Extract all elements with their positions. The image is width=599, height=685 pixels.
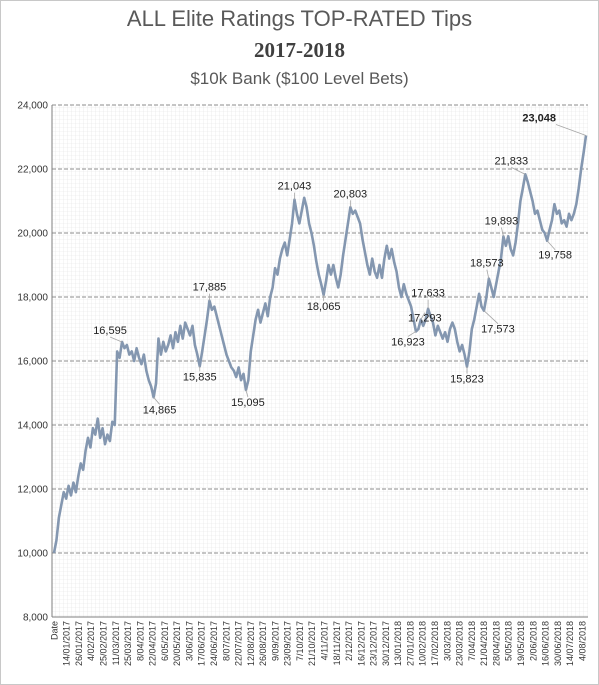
annotation-leader xyxy=(245,389,249,398)
annotation-label: 17,293 xyxy=(408,313,442,325)
annotation-leader xyxy=(546,240,556,251)
annotation-leader xyxy=(407,331,417,337)
x-tick-label: 8/04/2017 xyxy=(135,621,145,661)
x-tick-label: 7/10/2017 xyxy=(295,621,305,661)
x-tick-label: 12/08/2017 xyxy=(246,621,256,666)
annotation-label: 18,573 xyxy=(470,258,504,270)
x-tick-label: 19/05/2018 xyxy=(516,621,526,666)
annotation-label: 19,893 xyxy=(485,215,519,227)
x-tick-label: 9/09/2017 xyxy=(270,621,280,661)
annotation-leader xyxy=(486,269,490,279)
x-axis: Date 14/01/2017 26/01/2017 4/02/2017 25/02/2… xyxy=(49,621,587,666)
x-tick-label: 11/03/2017 xyxy=(111,621,121,665)
x-tick-label: 28/04/2018 xyxy=(491,621,501,666)
y-tick-label: 16,000 xyxy=(17,357,48,368)
y-tick-label: 24,000 xyxy=(17,101,48,112)
annotation-leader xyxy=(153,397,160,405)
x-tick-label: 16/06/2018 xyxy=(541,621,551,666)
x-tick-label: 24/06/2017 xyxy=(209,621,219,666)
x-tick-label: 21/10/2017 xyxy=(307,621,317,666)
x-tick-label: 26/08/2017 xyxy=(258,621,268,666)
x-tick-label: 30/06/2018 xyxy=(553,621,563,666)
x-tick-label: 30/12/2017 xyxy=(381,621,391,666)
x-tick-label: 20/05/2017 xyxy=(172,621,182,666)
y-tick-label: 10,000 xyxy=(17,549,48,560)
x-tick-label: 2/06/2018 xyxy=(528,621,538,661)
y-axis: 8,000 10,000 12,000 14,000 16,000 18,000 20,00… xyxy=(17,101,588,624)
x-tick-label: 25/02/2017 xyxy=(98,621,108,666)
annotation-label: 15,823 xyxy=(450,374,484,386)
x-tick-label: 4/08/2018 xyxy=(577,621,587,661)
x-tick-label: 2/12/2017 xyxy=(344,621,354,661)
annotation-leader xyxy=(555,124,587,136)
x-tick-label: 14/07/2018 xyxy=(565,621,575,666)
annotation-leader xyxy=(511,166,526,175)
y-tick-label: 22,000 xyxy=(17,165,48,176)
annotation-label: 23,048 xyxy=(522,112,556,124)
y-tick-label: 14,000 xyxy=(17,421,48,432)
x-tick-label: 4/11/2017 xyxy=(320,621,330,660)
x-tick-label: 7/04/2018 xyxy=(467,621,477,661)
x-tick-label: 14/01/2017 xyxy=(62,621,72,666)
x-tick-label: 10/02/2018 xyxy=(418,621,428,666)
x-tick-label: 13/01/2018 xyxy=(393,621,403,666)
annotation-label: 15,835 xyxy=(183,371,217,383)
x-tick-label: 8/07/2017 xyxy=(221,621,231,661)
x-tick-label: Date xyxy=(49,621,59,640)
x-tick-label: 22/04/2017 xyxy=(148,621,158,666)
x-tick-label: 22/07/2017 xyxy=(234,621,244,666)
x-tick-label: 17/06/2017 xyxy=(197,621,207,666)
annotation-label: 21,833 xyxy=(494,155,528,167)
annotation-label: 16,923 xyxy=(391,336,425,348)
annotation-leader xyxy=(501,227,504,237)
x-tick-label: 17/02/2018 xyxy=(430,621,440,666)
x-tick-label: 23/09/2017 xyxy=(283,621,293,666)
annotation-label: 18,065 xyxy=(307,301,341,313)
y-tick-label: 8,000 xyxy=(23,613,48,624)
annotation-label: 19,758 xyxy=(538,250,572,262)
annotation-label: 17,633 xyxy=(411,288,445,300)
chart-title: ALL Elite Ratings TOP-RATED Tips xyxy=(126,6,473,31)
x-tick-label: 23/12/2017 xyxy=(369,621,379,666)
x-tick-label: 26/01/2017 xyxy=(74,621,84,666)
x-tick-label: 3/03/2018 xyxy=(442,621,452,661)
annotation-leader xyxy=(483,310,499,324)
annotation-label: 17,573 xyxy=(481,324,515,336)
y-tick-label: 12,000 xyxy=(17,485,48,496)
x-tick-label: 18/11/2017 xyxy=(332,621,342,665)
x-tick-label: 6/05/2017 xyxy=(160,621,170,661)
annotation-leader xyxy=(420,312,426,320)
x-tick-label: 5/05/2018 xyxy=(504,621,514,661)
x-tick-label: 25/03/2017 xyxy=(123,621,133,666)
x-tick-label: 3/06/2017 xyxy=(184,621,194,661)
annotation-label: 16,595 xyxy=(93,325,127,337)
x-tick-label: 4/02/2017 xyxy=(86,621,96,661)
annotation-label: 17,885 xyxy=(193,282,227,294)
annotation-label: 15,095 xyxy=(231,397,265,409)
x-tick-label: 23/03/2018 xyxy=(455,621,465,666)
y-tick-label: 20,000 xyxy=(17,229,48,240)
chart-subtitle: 2017-2018 xyxy=(254,38,345,62)
annotation-label: 14,865 xyxy=(143,404,177,416)
annotation-leader xyxy=(109,336,123,343)
annotations: 16,595 14,865 15,835 17,885 15,095 21,043 18,0… xyxy=(93,112,587,416)
annotation-label: 21,043 xyxy=(278,181,312,193)
x-tick-label: 21/04/2018 xyxy=(479,621,489,666)
gridlines xyxy=(52,104,588,554)
y-tick-label: 18,000 xyxy=(17,293,48,304)
annotation-label: 20,803 xyxy=(334,188,368,200)
chart-subtitle-bank: $10k Bank ($100 Level Bets) xyxy=(190,69,409,88)
x-tick-label: 16/12/2017 xyxy=(356,621,366,666)
series-line xyxy=(52,135,588,554)
x-tick-label: 27/01/2018 xyxy=(405,621,415,666)
series-layer xyxy=(52,135,588,554)
